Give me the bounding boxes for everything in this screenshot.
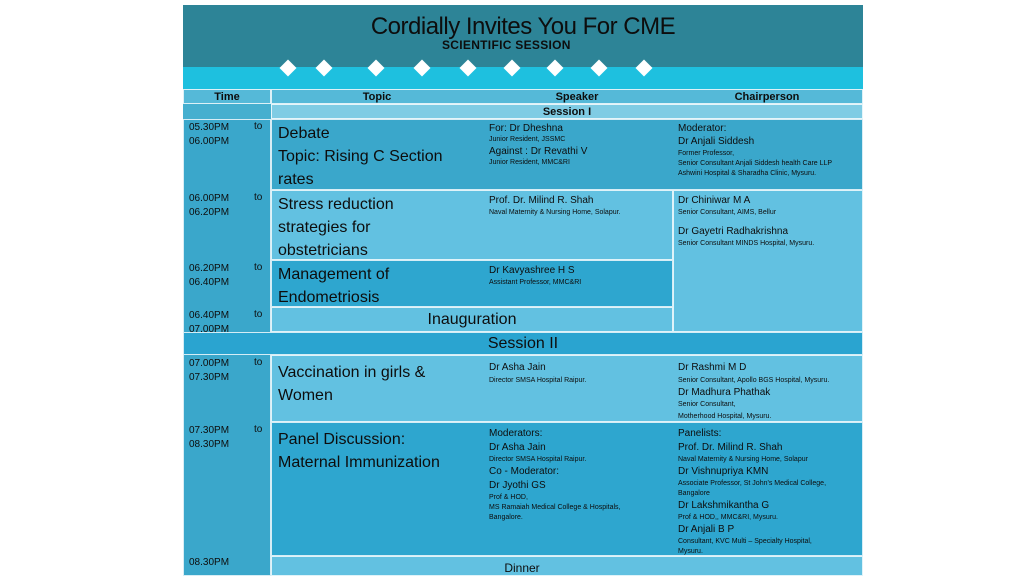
topic-line: Stress reduction bbox=[278, 196, 394, 213]
chair-name: Dr Vishnupriya KMN bbox=[678, 466, 769, 477]
column-headers: Topic Speaker Chairperson bbox=[271, 89, 863, 104]
chair-name: Dr Madhura Phathak bbox=[678, 387, 771, 398]
chair-name: Dr Anjali B P bbox=[678, 524, 735, 535]
speaker-detail: Bangalore. bbox=[489, 514, 523, 521]
speaker-detail: Junior Resident, MMC&RI bbox=[489, 159, 570, 166]
speaker-label: Moderators: bbox=[489, 428, 543, 439]
chair-detail: Bangalore bbox=[678, 490, 710, 497]
page-title: Cordially Invites You For CME bbox=[370, 13, 676, 40]
table-row: Panel Discussion: Maternal Immunization … bbox=[271, 422, 863, 556]
chair-name: Prof. Dr. Milind R. Shah bbox=[678, 442, 783, 453]
speaker-name: Dr Asha Jain bbox=[489, 442, 546, 453]
topic-line: Management of bbox=[278, 266, 390, 283]
chair-detail: Senior Consultant, Apollo BGS Hospital, … bbox=[678, 377, 830, 384]
event-label: Inauguration bbox=[427, 311, 517, 328]
row-time-to: to bbox=[254, 262, 263, 273]
topic-line: Debate bbox=[278, 125, 330, 142]
table-row: Stress reduction strategies for obstetri… bbox=[271, 190, 673, 260]
session-label: Session II bbox=[487, 335, 559, 352]
chair-name: Dr Rashmi M D bbox=[678, 362, 747, 373]
page-subtitle: SCIENTIFIC SESSION bbox=[442, 38, 571, 52]
chair-label: Panelists: bbox=[678, 428, 722, 439]
row-time-start: 06.00PM bbox=[189, 193, 230, 204]
chair-detail: Prof & HOD,, MMC&RI, Mysuru. bbox=[678, 514, 778, 521]
speaker-label: Co - Moderator: bbox=[489, 466, 560, 477]
topic-line: Topic: Rising C Section bbox=[278, 148, 443, 165]
column-header-chairperson: Chairperson bbox=[734, 91, 800, 103]
speaker-name: Prof. Dr. Milind R. Shah bbox=[489, 195, 594, 206]
row-time-start: 07.30PM bbox=[189, 425, 230, 436]
speaker-name: For: Dr Dheshna bbox=[489, 123, 563, 134]
speaker-name: Against : Dr Revathi V bbox=[489, 146, 588, 157]
chair-detail: Naval Maternity & Nursing Home, Solapur bbox=[678, 456, 808, 463]
speaker-detail: Director SMSA Hospital Raipur. bbox=[489, 456, 587, 463]
row-time-end: 06.20PM bbox=[189, 207, 230, 218]
chair-detail: Associate Professor, St John's Medical C… bbox=[678, 480, 827, 487]
speaker-detail: Assistant Professor, MMC&RI bbox=[489, 279, 582, 286]
topic-line: Women bbox=[278, 387, 333, 404]
chair-detail: Former Professor, bbox=[678, 150, 735, 157]
speaker-detail: Naval Maternity & Nursing Home, Solapur. bbox=[489, 209, 621, 216]
row-time-start: 06.20PM bbox=[189, 263, 230, 274]
chair-detail: Senior Consultant, bbox=[678, 401, 736, 408]
topic-line: Vaccination in girls & bbox=[278, 364, 426, 381]
row-time-to: to bbox=[254, 309, 263, 320]
speaker-name: Dr Kavyashree H S bbox=[489, 265, 575, 276]
column-header-time: Time bbox=[183, 89, 271, 104]
row-time-end: 08.30PM bbox=[189, 439, 230, 450]
row-time-start: 06.40PM bbox=[189, 310, 230, 321]
speaker-detail: Prof & HOD, bbox=[489, 494, 528, 501]
row-time-start: 05.30PM bbox=[189, 122, 230, 133]
column-header-topic: Topic bbox=[362, 91, 392, 103]
table-row: Vaccination in girls & Women Dr Asha Jai… bbox=[271, 355, 863, 422]
row-time-to: to bbox=[254, 424, 263, 435]
session-row: Session I bbox=[271, 104, 863, 119]
column-header-label: Time bbox=[214, 91, 240, 103]
table-row: Debate Topic: Rising C Section rates For… bbox=[271, 119, 863, 190]
chair-detail: Consultant, KVC Multi – Specialty Hospit… bbox=[678, 538, 812, 545]
topic-line: strategies for bbox=[278, 219, 371, 236]
decorative-band bbox=[183, 59, 863, 89]
chair-name: Dr Chiniwar M A bbox=[678, 195, 751, 206]
chair-name: Dr Gayetri Radhakrishna bbox=[678, 226, 789, 237]
topic-line: rates bbox=[278, 171, 314, 188]
table-row: Management of Endometriosis Dr Kavyashre… bbox=[271, 260, 673, 307]
chair-detail: Mysuru. bbox=[678, 548, 703, 555]
topic-line: Panel Discussion: bbox=[278, 431, 406, 448]
event-label: Dinner bbox=[504, 561, 540, 575]
chair-detail: Senior Consultant MINDS Hospital, Mysuru… bbox=[678, 240, 815, 247]
speaker-detail: Junior Resident, JSSMC bbox=[489, 136, 566, 143]
header-banner: Cordially Invites You For CME SCIENTIFIC… bbox=[183, 5, 863, 67]
programme-slide: Cordially Invites You For CME SCIENTIFIC… bbox=[183, 5, 863, 576]
session-label: Session I bbox=[542, 106, 592, 118]
chair-detail: Motherhood Hospital, Mysuru. bbox=[678, 413, 772, 420]
event-row: Dinner bbox=[271, 556, 863, 576]
row-time-to: to bbox=[254, 121, 263, 132]
row-time-to: to bbox=[254, 192, 263, 203]
chair-detail: Ashwini Hospital & Sharadha Clinic, Mysu… bbox=[678, 170, 817, 177]
row-time-end: 06.00PM bbox=[189, 136, 230, 147]
row-time-end: 07.00PM bbox=[189, 324, 230, 335]
column-header-speaker: Speaker bbox=[555, 91, 599, 103]
chair-cell: Dr Chiniwar M A Senior Consultant, AIMS,… bbox=[673, 190, 863, 332]
topic-line: Maternal Immunization bbox=[278, 454, 440, 471]
chair-name: Dr Lakshmikantha G bbox=[678, 500, 770, 511]
row-time-to: to bbox=[254, 357, 263, 368]
row-time-start: 07.00PM bbox=[189, 358, 230, 369]
speaker-name: Dr Asha Jain bbox=[489, 362, 546, 373]
chair-name: Dr Anjali Siddesh bbox=[678, 136, 755, 147]
speaker-name: Dr Jyothi GS bbox=[489, 480, 546, 491]
chair-label: Moderator: bbox=[678, 123, 727, 134]
speaker-detail: MS Ramaiah Medical College & Hospitals, bbox=[489, 504, 621, 511]
topic-line: Endometriosis bbox=[278, 289, 380, 306]
row-time-end: 07.30PM bbox=[189, 372, 230, 383]
chair-detail: Senior Consultant, AIMS, Bellur bbox=[678, 209, 777, 216]
speaker-detail: Director SMSA Hospital Raipur. bbox=[489, 377, 587, 384]
row-time-end: 06.40PM bbox=[189, 277, 230, 288]
row-time-start: 08.30PM bbox=[189, 557, 230, 568]
session-row: Session II bbox=[183, 332, 863, 355]
event-row: Inauguration bbox=[271, 307, 673, 332]
chair-detail: Senior Consultant Anjali Siddesh health … bbox=[678, 160, 833, 167]
topic-line: obstetricians bbox=[278, 242, 368, 259]
